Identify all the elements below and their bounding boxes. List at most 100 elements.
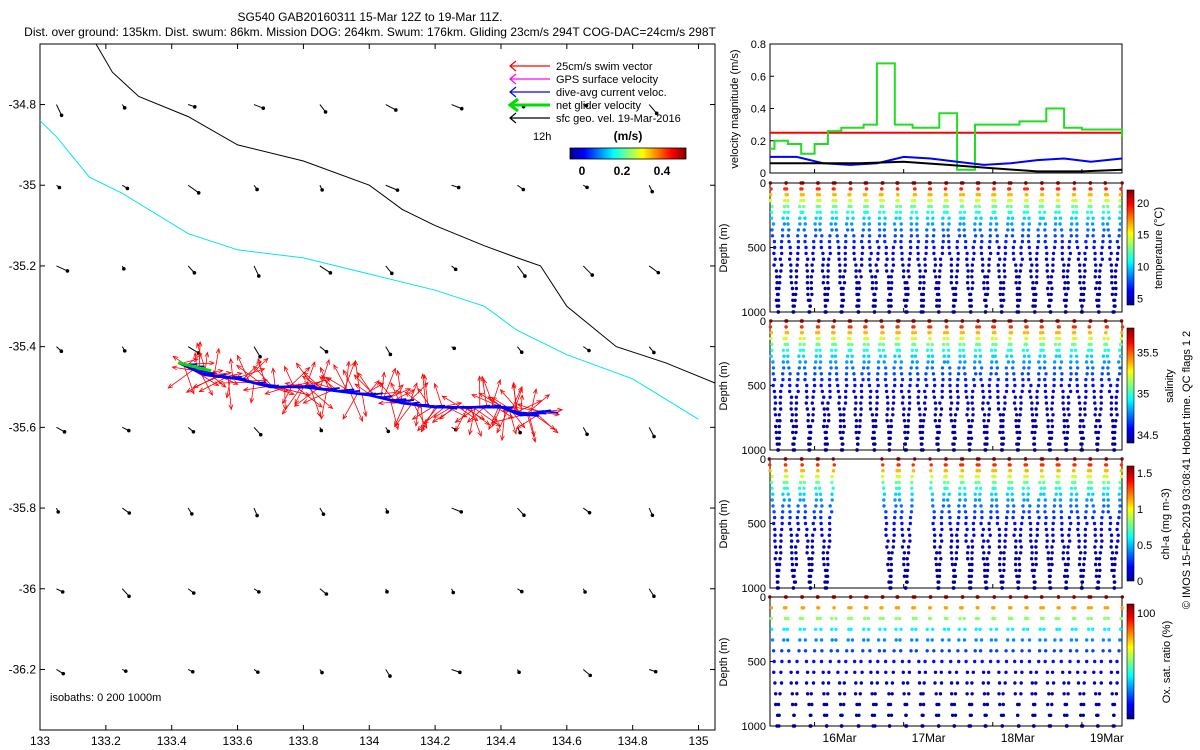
profile-sample-dot xyxy=(950,692,954,696)
profile-sample-dot xyxy=(845,366,849,370)
profile-sample-dot xyxy=(833,193,837,197)
profile-sample-dot xyxy=(769,216,774,220)
swim-vector-head xyxy=(264,390,271,395)
profile-sample-dot xyxy=(936,436,940,440)
profile-sample-dot xyxy=(903,586,908,590)
profile-sample-dot xyxy=(824,430,828,435)
profile-sample-dot xyxy=(918,281,922,285)
profile-sample-dot xyxy=(769,319,773,323)
profile-sample-dot xyxy=(825,580,829,584)
profile-sample-dot xyxy=(772,239,777,244)
profile-sample-dot xyxy=(1015,430,1019,435)
profile-sample-dot xyxy=(1034,407,1038,411)
profile-sample-dot xyxy=(798,360,802,364)
profile-sample-dot xyxy=(977,204,981,209)
profile-sample-dot xyxy=(815,210,819,214)
profile-sample-dot xyxy=(1093,551,1098,555)
profile-sample-dot xyxy=(817,342,821,347)
profile-sample-dot xyxy=(915,360,919,364)
profile-sample-dot xyxy=(896,187,900,191)
profile-sample-dot xyxy=(978,492,982,496)
profile-sample-dot xyxy=(1004,234,1009,238)
profile-sample-dot xyxy=(999,551,1003,555)
profile-sample-dot xyxy=(1012,533,1016,537)
profile-sample-dot xyxy=(816,469,820,473)
profile-sample-dot xyxy=(777,568,781,573)
profile-sample-dot xyxy=(1002,551,1006,555)
profile-sample-dot xyxy=(1021,377,1025,382)
profile-sample-dot xyxy=(1052,515,1056,520)
profile-sample-dot xyxy=(868,407,873,411)
profile-sample-dot xyxy=(963,627,967,631)
profile-sample-dot xyxy=(962,234,967,238)
swim-vector xyxy=(282,386,293,404)
profile-sample-dot xyxy=(818,348,822,352)
profile-sample-dot xyxy=(788,257,792,261)
profile-sample-dot xyxy=(902,419,907,423)
profile-sample-dot xyxy=(1022,360,1026,364)
geostrophic-arrow-head xyxy=(385,590,389,594)
profile-sample-dot xyxy=(917,407,922,411)
profile-sample-dot xyxy=(852,372,856,376)
profile-sample-dot xyxy=(789,281,794,285)
profile-sample-dot xyxy=(769,187,773,191)
profile-sample-dot xyxy=(897,480,901,485)
profile-sample-dot xyxy=(1006,504,1010,508)
profile-sample-dot xyxy=(917,670,922,674)
profile-sample-dot xyxy=(1099,521,1104,526)
profile-sample-dot xyxy=(1060,527,1064,532)
profile-sample-dot xyxy=(1064,448,1068,452)
profile-sample-dot xyxy=(845,383,849,388)
profile-sample-dot xyxy=(1061,389,1065,394)
profile-sample-dot xyxy=(850,210,855,214)
profile-sample-dot xyxy=(1084,245,1089,250)
profile-sample-dot xyxy=(1057,210,1061,214)
profile-sample-dot xyxy=(887,713,891,717)
profile-sample-dot xyxy=(1069,486,1074,490)
profile-sample-dot xyxy=(785,216,790,220)
profile-sample-dot xyxy=(1005,204,1010,209)
profile-sample-dot xyxy=(970,562,974,567)
profile-sample-dot xyxy=(1006,486,1011,490)
swim-vector xyxy=(342,393,358,420)
profile-sample-dot xyxy=(779,239,784,244)
profile-sample-dot xyxy=(991,204,995,209)
profile-sample-dot xyxy=(902,574,907,578)
swim-vector-head xyxy=(495,421,502,427)
profile-sample-dot xyxy=(838,430,842,435)
profile-sample-dot xyxy=(955,539,960,543)
profile-sample-dot xyxy=(1069,234,1074,238)
profile-sample-dot xyxy=(922,281,926,285)
profile-sample-dot xyxy=(776,448,780,452)
profile-sample-dot xyxy=(979,245,983,250)
profile-sample-dot xyxy=(796,389,800,394)
profile-sample-dot xyxy=(838,419,843,423)
profile-sample-dot xyxy=(952,442,956,446)
profile-sample-dot xyxy=(873,692,877,696)
profile-sample-dot xyxy=(794,702,798,707)
profile-sample-dot xyxy=(945,204,950,209)
profile-sample-dot xyxy=(838,269,842,273)
profile-sample-dot xyxy=(1118,638,1122,642)
profile-sample-dot xyxy=(805,395,809,399)
profile-sample-dot xyxy=(940,649,944,653)
profile-sample-dot xyxy=(1044,649,1048,653)
profile-sample-dot xyxy=(779,263,784,267)
geostrophic-arrow-head xyxy=(61,671,66,676)
profile-sample-dot xyxy=(800,463,804,467)
profile-sample-dot xyxy=(1089,210,1094,214)
profile-sample-dot xyxy=(1011,649,1015,653)
map-ytick-label: -35 xyxy=(19,178,37,192)
profile-sample-dot xyxy=(836,670,840,674)
profile-sample-dot xyxy=(1022,354,1027,358)
swim-vector-head xyxy=(213,381,220,387)
profile-sample-dot xyxy=(1060,245,1065,250)
profile-sample-dot xyxy=(850,649,855,653)
profile-sample-dot xyxy=(973,504,977,508)
chla-ylabel: Depth (m) xyxy=(718,500,730,549)
profile-sample-dot xyxy=(1044,515,1048,520)
profile-sample-dot xyxy=(829,649,833,653)
profile-sample-dot xyxy=(946,360,950,364)
profile-sample-dot xyxy=(825,442,829,446)
profile-sample-dot xyxy=(917,263,921,267)
